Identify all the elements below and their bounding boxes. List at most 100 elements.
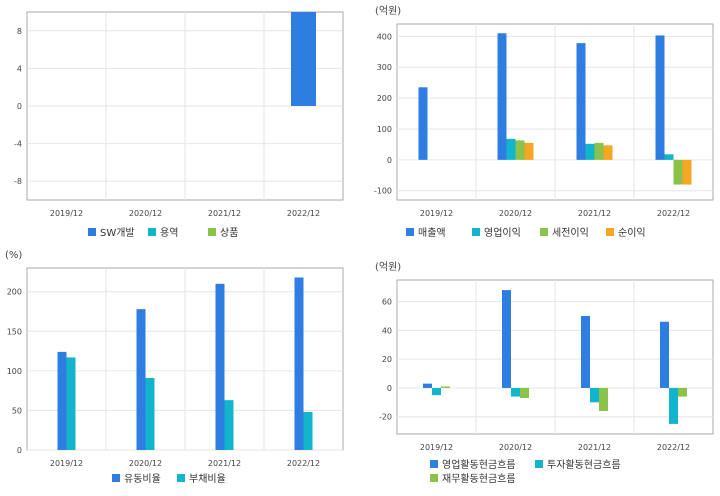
bar-영업활동현금흐름-2020/12 [502, 290, 511, 388]
x-tick-label: 2019/12 [420, 209, 453, 218]
bar-부채비율-2019/12 [66, 357, 76, 450]
bar-재무활동현금흐름-2019/12 [441, 386, 450, 388]
legend-swatch [430, 474, 438, 482]
legend-label: 매출액 [418, 227, 446, 239]
legend-label: 유동비율 [124, 473, 161, 485]
x-tick-label: 2022/12 [657, 443, 690, 452]
y-tick-label: -100 [374, 187, 392, 196]
bar-세전이익-2022/12 [673, 159, 683, 185]
x-tick-label: 2019/12 [420, 443, 453, 452]
x-tick-label: 2019/12 [50, 459, 83, 468]
y-tick-label: 150 [7, 327, 22, 336]
bar-순이익-2021/12 [603, 145, 613, 160]
y-tick-label: 4 [17, 64, 22, 73]
legend-swatch [177, 474, 185, 482]
y-tick-label: 0 [17, 446, 22, 455]
y-unit-label: (억원) [375, 5, 401, 17]
y-tick-label: 0 [387, 156, 392, 165]
x-tick-label: 2020/12 [129, 459, 162, 468]
bar-영업이익-2020/12 [506, 138, 516, 160]
y-tick-label: 100 [7, 367, 22, 376]
y-tick-label: -20 [379, 413, 392, 422]
y-tick-label: 40 [382, 326, 392, 335]
y-tick-label: 50 [12, 406, 22, 415]
bar-유동비율-2019/12 [57, 351, 67, 450]
bar-순이익-2020/12 [524, 142, 534, 160]
legend-label: 용역 [160, 227, 178, 239]
y-tick-label: -4 [14, 140, 22, 149]
y-tick-label: 200 [7, 288, 22, 297]
bar-SW개발-2022/12 [291, 12, 316, 106]
x-tick-label: 2021/12 [578, 443, 611, 452]
y-tick-label: 400 [377, 32, 392, 41]
y-tick-label: 8 [17, 27, 22, 36]
bar-재무활동현금흐름-2022/12 [678, 387, 687, 397]
x-tick-label: 2020/12 [499, 443, 532, 452]
y-tick-label: 300 [377, 63, 392, 72]
legend-label: 세전이익 [552, 227, 589, 239]
bar-영업활동현금흐름-2022/12 [660, 321, 669, 388]
bar-영업활동현금흐름-2019/12 [423, 383, 432, 388]
bar-부채비율-2021/12 [224, 400, 234, 450]
legend-swatch [606, 228, 614, 236]
legend-label: 영업활동현금흐름 [442, 458, 516, 471]
legend-label: SW개발 [100, 227, 135, 239]
y-unit-label: (%) [5, 250, 22, 261]
bar-재무활동현금흐름-2020/12 [520, 387, 529, 399]
y-tick-label: 60 [382, 298, 392, 307]
x-tick-label: 2021/12 [578, 209, 611, 218]
legend-label: 재무활동현금흐름 [442, 472, 516, 485]
chart-3: 0 50 100 150 200 (%) 2019/12 2020/12 2021/12 2022… [5, 250, 344, 485]
bar-투자활동현금흐름-2021/12 [590, 387, 599, 403]
bar-매출액-2022/12 [655, 35, 665, 160]
legend-swatch [112, 474, 120, 482]
bar-부채비율-2020/12 [145, 377, 155, 450]
legend-label: 부채비율 [189, 473, 226, 485]
legend-swatch [472, 228, 480, 236]
x-tick-label: 2019/12 [50, 209, 83, 218]
x-tick-label: 2020/12 [499, 209, 532, 218]
bar-유동비율-2020/12 [136, 309, 146, 450]
bar-유동비율-2021/12 [215, 283, 225, 450]
x-tick-label: 2021/12 [208, 459, 241, 468]
bar-부채비율-2022/12 [303, 412, 313, 450]
legend-label: 순이익 [618, 227, 646, 239]
legend-label: 투자활동현금흐름 [547, 458, 621, 471]
bar-투자활동현금흐름-2019/12 [432, 387, 441, 396]
y-tick-label: 0 [387, 384, 392, 393]
y-tick-label: -8 [14, 177, 22, 186]
y-tick-label: 200 [377, 94, 392, 103]
bar-영업활동현금흐름-2021/12 [581, 315, 590, 388]
chart-4: -20 0 20 40 60 (억원) 2019/12 2020/12 2021/12 2022/… [375, 261, 714, 485]
bar-재무활동현금흐름-2021/12 [599, 387, 608, 411]
bar-영업이익-2022/12 [664, 154, 674, 160]
x-tick-label: 2022/12 [657, 209, 690, 218]
chart-2: -100 0 100 200 300 400 (억원) 2019/12 2020/12 2021/… [374, 5, 714, 239]
legend-swatch [540, 228, 548, 236]
y-tick-label: 100 [377, 125, 392, 134]
bar-영업이익-2021/12 [585, 143, 595, 160]
bar-순이익-2022/12 [682, 159, 692, 185]
bar-투자활동현금흐름-2022/12 [669, 387, 678, 424]
x-tick-label: 2020/12 [129, 209, 162, 218]
bar-투자활동현금흐름-2020/12 [511, 387, 520, 397]
y-unit-label: (억원) [375, 261, 401, 273]
chart-1: -8 -4 0 4 8 2019/12 2020/12 2021/12 2022/12 SW개발 용… [14, 11, 344, 239]
legend-swatch [148, 228, 156, 236]
x-tick-label: 2022/12 [287, 459, 320, 468]
y-tick-label: 0 [17, 102, 22, 111]
legend-swatch [535, 460, 543, 468]
bar-세전이익-2021/12 [594, 142, 604, 160]
x-tick-label: 2022/12 [287, 209, 320, 218]
x-tick-label: 2021/12 [208, 209, 241, 218]
bar-유동비율-2022/12 [294, 277, 304, 450]
legend-label: 상품 [220, 227, 238, 239]
bar-세전이익-2020/12 [515, 140, 525, 160]
bar-매출액-2020/12 [497, 33, 507, 160]
bar-매출액-2021/12 [576, 43, 586, 160]
y-tick-label: 20 [382, 355, 392, 364]
legend-swatch [430, 460, 438, 468]
legend-swatch [406, 228, 414, 236]
bar-매출액-2019/12 [418, 87, 428, 160]
